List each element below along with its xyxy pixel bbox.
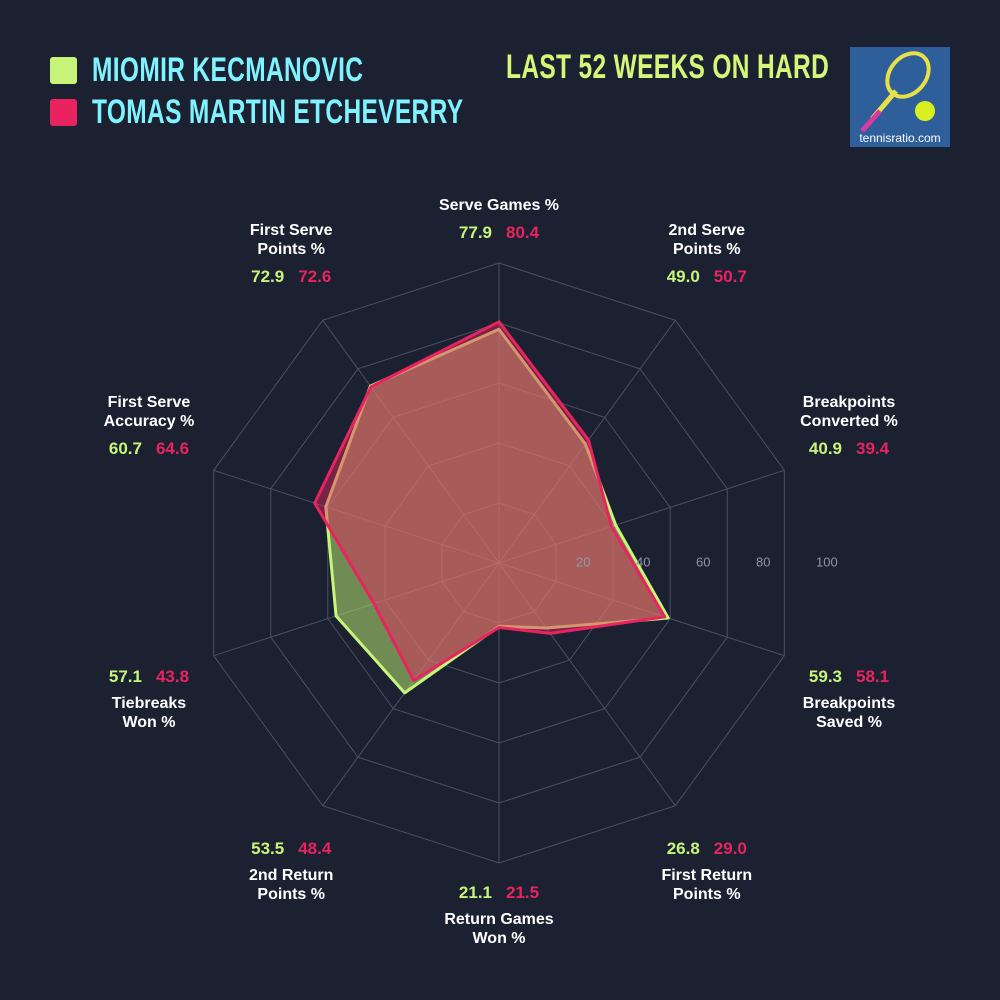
- value-label-group: 49.0 50.7: [667, 267, 747, 287]
- value-label: 39.4: [856, 439, 890, 459]
- category-label: Serve Games %: [438, 197, 560, 214]
- value-label: 60.7: [108, 439, 142, 459]
- value-label-group: 59.3 58.1: [809, 667, 889, 687]
- value-label-group: 21.1 21.5: [459, 883, 539, 903]
- tick-label: 40: [636, 554, 650, 569]
- value-label: 40.9: [808, 439, 843, 459]
- tick-label: 100: [816, 554, 838, 569]
- value-label: 80.4: [506, 223, 540, 242]
- value-label: 58.1: [856, 666, 890, 686]
- value-label: 21.1: [458, 883, 492, 902]
- legend-entry: MIOMIR KECMANOVIC: [50, 51, 469, 90]
- value-label-group: 26.8 29.0: [667, 839, 747, 859]
- legend-label: MIOMIR KECMANOVIC: [92, 51, 364, 89]
- value-label-group: 57.1 43.8: [109, 667, 189, 687]
- category-label: First Serve Points %: [249, 222, 333, 258]
- legend-swatch: [50, 99, 77, 126]
- value-label: 53.5: [251, 838, 285, 858]
- category-label: Return Games Won %: [444, 911, 554, 947]
- value-label: 29.0: [713, 838, 747, 858]
- value-label-group: 53.5 48.4: [251, 839, 331, 859]
- value-label-group: 77.9 80.4: [459, 223, 539, 243]
- value-label: 64.6: [155, 439, 190, 459]
- tick-label: 20: [576, 554, 590, 569]
- category-label: First Serve Accuracy %: [103, 394, 195, 431]
- tick-label: 60: [696, 554, 710, 569]
- category-label: Breakpoints Converted %: [800, 394, 898, 431]
- tick-label: 80: [756, 554, 770, 569]
- legend-entry: TOMAS MARTIN ETCHEVERRY: [50, 93, 608, 132]
- value-label-group: 40.9 39.4: [809, 439, 889, 459]
- value-label: 26.8: [666, 838, 700, 858]
- logo-text: tennisratio.com: [859, 131, 941, 145]
- chart-title: LAST 52 WEEKS ON HARD: [506, 48, 830, 86]
- value-label-group: 60.7 64.6: [109, 439, 189, 459]
- value-label: 72.9: [251, 267, 285, 286]
- value-label: 49.0: [666, 267, 700, 286]
- legend-label: TOMAS MARTIN ETCHEVERRY: [92, 93, 464, 131]
- value-label: 77.9: [458, 223, 492, 242]
- category-label: 2nd Serve Points %: [668, 222, 746, 258]
- value-label: 21.5: [506, 883, 540, 902]
- value-label: 43.8: [155, 666, 190, 686]
- series-area: [313, 320, 667, 682]
- logo: tennisratio.com: [850, 47, 950, 147]
- category-label: Breakpoints Saved %: [802, 694, 896, 731]
- category-label: First Return Points %: [661, 866, 753, 903]
- value-label: 48.4: [298, 838, 332, 858]
- value-label: 57.1: [108, 666, 142, 686]
- category-label: Tiebreaks Won %: [111, 694, 187, 731]
- value-label: 50.7: [713, 267, 747, 286]
- category-label: 2nd Return Points %: [248, 866, 334, 903]
- value-label: 72.6: [298, 267, 332, 286]
- legend-swatch: [50, 57, 77, 84]
- logo-art: [860, 51, 935, 133]
- value-label: 59.3: [808, 666, 843, 686]
- value-label-group: 72.9 72.6: [251, 267, 331, 287]
